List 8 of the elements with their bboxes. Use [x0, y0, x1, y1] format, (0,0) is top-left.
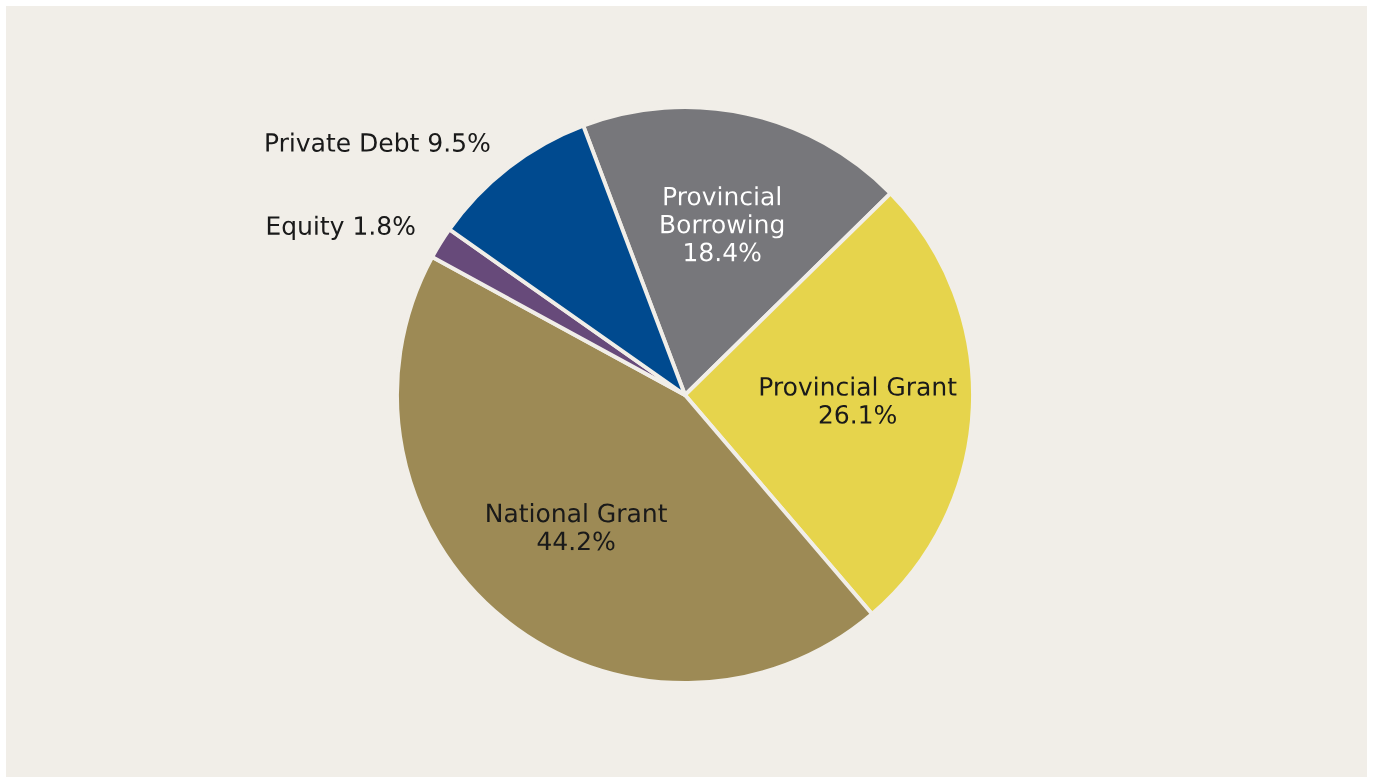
slice-label: Equity 1.8% — [267, 215, 415, 240]
slice-label: Provincial Grant — [760, 376, 957, 396]
slice-label: Private Debt 9.5% — [266, 132, 490, 152]
data-label: 26.1% — [819, 404, 896, 424]
slice-label: Provincial Borrowing — [661, 186, 784, 239]
slice-label: National Grant — [487, 503, 667, 523]
data-label: 44.2% — [537, 531, 615, 551]
data-label: 18.4% — [685, 242, 761, 262]
